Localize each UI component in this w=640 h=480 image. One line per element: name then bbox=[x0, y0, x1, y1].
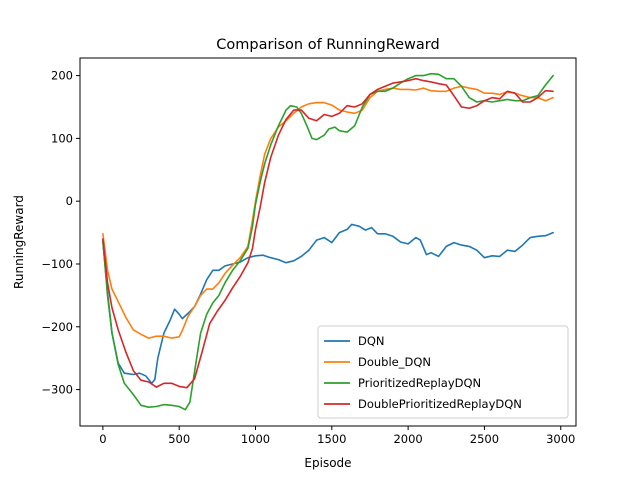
legend-box bbox=[317, 325, 569, 419]
series-line-2 bbox=[102, 72, 554, 411]
axes-frame bbox=[79, 57, 577, 427]
series-line-0 bbox=[102, 223, 554, 385]
x-axis: 0 500 1000 1500 2000 2500 3000 bbox=[99, 426, 575, 446]
x-tick-label-6: 3000 bbox=[546, 432, 575, 446]
series-line-3 bbox=[102, 77, 554, 389]
y-tick-label-4: 100 bbox=[51, 131, 73, 145]
y-tick-label-3: 0 bbox=[66, 194, 73, 208]
legend-label-3: DoublePrioritizedReplayDQN bbox=[358, 397, 522, 411]
legend-label-1: Double_DQN bbox=[358, 355, 431, 369]
plot-area bbox=[102, 72, 554, 411]
y-tick-label-5: 200 bbox=[51, 69, 73, 83]
legend-label-0: DQN bbox=[358, 334, 385, 348]
y-tick-label-2: −100 bbox=[41, 257, 73, 271]
x-tick-label-1: 500 bbox=[168, 432, 190, 446]
series-line-1 bbox=[102, 85, 554, 339]
y-tick-label-1: −200 bbox=[41, 320, 73, 334]
y-axis-label: RunningReward bbox=[12, 195, 26, 289]
legend-label-2: PrioritizedReplayDQN bbox=[358, 376, 481, 390]
legend: DQN Double_DQN PrioritizedReplayDQN DoubleP… bbox=[317, 325, 569, 419]
x-tick-label-5: 2500 bbox=[470, 432, 499, 446]
chart-title: Comparison of RunningReward bbox=[216, 37, 439, 53]
y-tick-label-0: −300 bbox=[41, 383, 73, 397]
x-tick-label-2: 1000 bbox=[241, 432, 270, 446]
x-axis-label: Episode bbox=[304, 456, 351, 470]
x-tick-label-3: 1500 bbox=[317, 432, 346, 446]
x-tick-label-0: 0 bbox=[99, 432, 106, 446]
x-tick-label-4: 2000 bbox=[393, 432, 422, 446]
y-axis: −300 −200 −100 0 100 200 bbox=[41, 69, 80, 397]
